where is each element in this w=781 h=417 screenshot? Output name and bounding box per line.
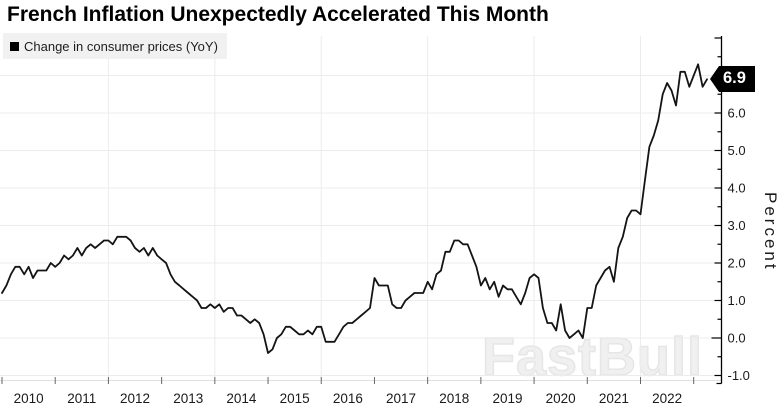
svg-text:2014: 2014 [226, 391, 257, 406]
svg-text:2010: 2010 [14, 391, 44, 406]
svg-text:4.0: 4.0 [728, 181, 746, 196]
svg-text:2022: 2022 [652, 391, 682, 406]
svg-text:2020: 2020 [546, 391, 576, 406]
svg-text:-1.0: -1.0 [728, 368, 750, 383]
svg-text:2021: 2021 [599, 391, 629, 406]
svg-text:0.0: 0.0 [728, 331, 746, 346]
last-value-badge: 6.9 [710, 66, 755, 92]
legend: Change in consumer prices (YoY) [3, 33, 227, 59]
svg-text:2.0: 2.0 [728, 256, 746, 271]
svg-text:2013: 2013 [173, 391, 203, 406]
svg-text:2019: 2019 [492, 391, 522, 406]
badge-value: 6.9 [719, 66, 755, 92]
svg-text:2017: 2017 [386, 391, 416, 406]
svg-text:6.0: 6.0 [728, 106, 746, 121]
svg-text:3.0: 3.0 [728, 218, 746, 233]
badge-arrow-icon [710, 66, 719, 92]
svg-text:5.0: 5.0 [728, 143, 746, 158]
svg-text:1.0: 1.0 [728, 293, 746, 308]
legend-swatch-icon [10, 41, 19, 51]
svg-text:2011: 2011 [67, 391, 96, 406]
watermark: FastBull [481, 326, 704, 388]
svg-text:2018: 2018 [439, 391, 469, 406]
svg-text:2016: 2016 [333, 391, 363, 406]
legend-label: Change in consumer prices (YoY) [24, 38, 218, 54]
chart-title: French Inflation Unexpectedly Accelerate… [7, 3, 549, 26]
svg-text:2012: 2012 [120, 391, 150, 406]
svg-text:2015: 2015 [280, 391, 310, 406]
y-axis-title: Percent [761, 192, 780, 272]
